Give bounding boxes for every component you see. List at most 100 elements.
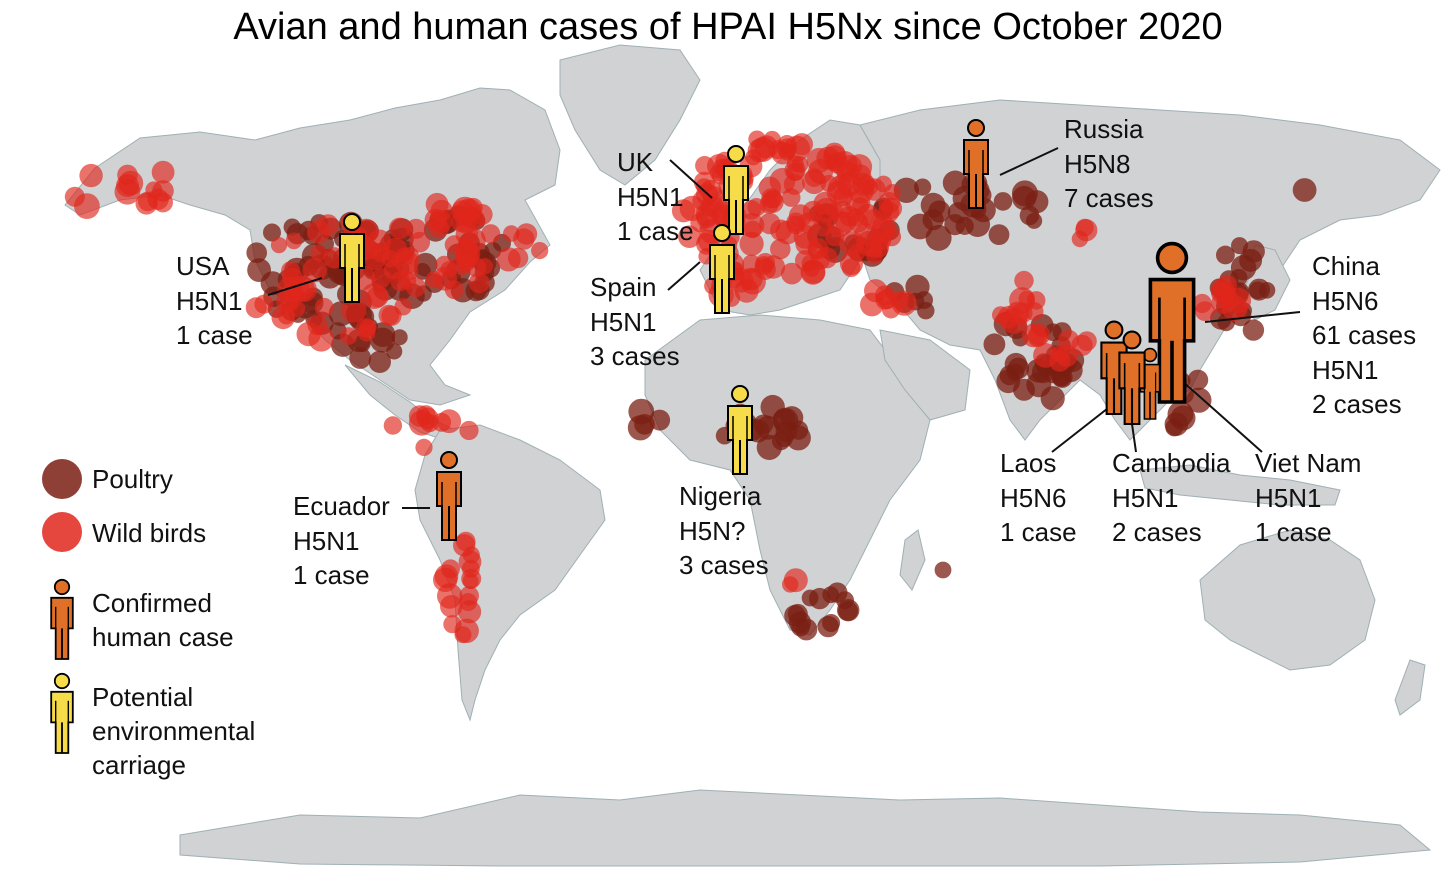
- china-country: China: [1312, 251, 1380, 281]
- wild-bird-outbreak-marker: [761, 188, 782, 209]
- cambodia-person-icon: [1118, 330, 1146, 426]
- wild-bird-outbreak-marker: [64, 186, 85, 207]
- poultry-outbreak-marker: [1187, 369, 1209, 391]
- poultry-outbreak-marker: [368, 350, 391, 373]
- laos-case-label: Laos H5N6 1 case: [1000, 446, 1077, 550]
- poultry-outbreak-marker: [1216, 245, 1235, 265]
- wild-bird-outbreak-marker: [296, 321, 321, 347]
- wild-bird-outbreak-marker: [839, 231, 865, 257]
- poultry-outbreak-marker: [1248, 278, 1271, 301]
- wild-bird-outbreak-marker: [459, 586, 480, 606]
- china-cases: 61 cases: [1312, 320, 1417, 350]
- wild-bird-outbreak-marker: [291, 277, 317, 302]
- wild-bird-outbreak-marker: [875, 290, 895, 310]
- cambodia-cases: 2 cases: [1112, 517, 1202, 547]
- wild-bird-outbreak-marker: [679, 195, 706, 222]
- wild-bird-outbreak-marker: [797, 212, 819, 234]
- poultry-outbreak-marker: [1242, 319, 1265, 341]
- legend-potential: Potential environmental carriage: [92, 680, 255, 782]
- poultry-outbreak-marker: [914, 178, 932, 196]
- wild-bird-outbreak-marker: [425, 192, 449, 216]
- wild-bird-outbreak-marker: [872, 230, 892, 250]
- wild-bird-outbreak-marker: [891, 290, 917, 316]
- greenland-landmass: [559, 44, 701, 186]
- wild-bird-outbreak-marker: [394, 298, 412, 316]
- wild-bird-outbreak-marker: [739, 231, 764, 256]
- poultry-outbreak-marker: [928, 200, 951, 223]
- spain-leader-line: [667, 261, 701, 291]
- map-title: Avian and human cases of HPAI H5Nx since…: [233, 6, 1223, 48]
- arabia-landmass: [879, 329, 971, 421]
- poultry-outbreak-marker: [836, 591, 854, 610]
- poultry-outbreak-marker: [988, 224, 1010, 246]
- wild-bird-outbreak-marker: [432, 412, 452, 432]
- poultry-outbreak-marker: [1230, 255, 1257, 281]
- wild-bird-outbreak-marker: [405, 277, 426, 298]
- wild-bird-outbreak-marker: [437, 583, 463, 609]
- uk-person-icon: [723, 145, 749, 235]
- russia-cases: 7 cases: [1064, 183, 1154, 213]
- laos-leader-line: [1051, 404, 1113, 453]
- wild-bird-outbreak-marker: [1071, 230, 1089, 248]
- ecuador-case-label: Ecuador H5N1 1 case: [293, 489, 390, 593]
- wild-bird-outbreak-marker: [531, 242, 549, 260]
- madagascar-landmass: [899, 529, 926, 591]
- wild-bird-outbreak-marker: [428, 217, 450, 239]
- russia-case-label: Russia H5N8 7 cases: [1064, 112, 1154, 216]
- indonesia-landmass: [1139, 464, 1341, 506]
- uk-leader-line: [669, 159, 713, 199]
- poultry-outbreak-marker: [1006, 363, 1025, 382]
- vietnam-cases: 1 case: [1255, 517, 1332, 547]
- spain-subtype: H5N1: [590, 306, 657, 337]
- legend-poultry-swatch: [42, 459, 82, 499]
- legend-confirmed-person-icon: [50, 578, 74, 660]
- poultry-outbreak-marker: [1292, 178, 1317, 202]
- usa-leader-line: [267, 277, 323, 296]
- wild-bird-outbreak-marker: [405, 218, 427, 239]
- wild-bird-outbreak-marker: [803, 260, 820, 277]
- china-cases-2: 2 cases: [1312, 389, 1402, 419]
- wild-bird-outbreak-marker: [340, 296, 367, 323]
- poultry-outbreak-marker: [993, 192, 1013, 211]
- wild-bird-outbreak-marker: [79, 163, 103, 188]
- wild-bird-outbreak-marker: [461, 559, 480, 578]
- ecuador-person-icon: [436, 451, 462, 541]
- poultry-outbreak-marker: [772, 407, 799, 434]
- wild-bird-outbreak-marker: [496, 247, 521, 272]
- laos-subtype: H5N6: [1000, 482, 1067, 513]
- nigeria-subtype: H5N?: [679, 515, 746, 546]
- wild-bird-outbreak-marker: [761, 255, 786, 279]
- wild-bird-outbreak-marker: [835, 211, 857, 233]
- poultry-outbreak-marker: [907, 213, 933, 240]
- wild-bird-outbreak-marker: [285, 232, 303, 250]
- wild-bird-outbreak-marker: [383, 260, 403, 280]
- wild-bird-outbreak-marker: [455, 223, 478, 246]
- poultry-outbreak-marker: [1231, 237, 1248, 255]
- wild-bird-outbreak-marker: [875, 175, 892, 193]
- poultry-outbreak-marker: [263, 223, 281, 242]
- poultry-outbreak-marker: [917, 302, 935, 320]
- wild-bird-outbreak-marker: [359, 319, 377, 337]
- nigeria-person-icon: [727, 385, 753, 475]
- wild-bird-outbreak-marker: [759, 212, 781, 235]
- wild-bird-outbreak-marker: [481, 224, 501, 244]
- poultry-outbreak-marker: [983, 333, 1006, 356]
- wild-bird-outbreak-marker: [302, 257, 327, 283]
- ecuador-cases: 1 case: [293, 560, 370, 590]
- wild-bird-outbreak-marker: [1211, 282, 1232, 303]
- wild-bird-outbreak-marker: [278, 307, 295, 325]
- wild-bird-outbreak-marker: [310, 244, 328, 262]
- nigeria-cases: 3 cases: [679, 550, 769, 580]
- uk-cases: 1 case: [617, 216, 694, 246]
- wild-bird-outbreak-marker: [453, 534, 476, 557]
- wild-bird-outbreak-marker: [1071, 334, 1093, 357]
- cambodia-country: Cambodia: [1112, 448, 1231, 478]
- legend-potential-person-figure: [50, 672, 74, 754]
- wild-bird-outbreak-marker: [459, 420, 479, 441]
- cambodia-subtype: H5N1: [1112, 482, 1179, 513]
- russia-country: Russia: [1064, 114, 1144, 144]
- spain-case-label: Spain H5N1 3 cases: [590, 270, 680, 374]
- poultry-outbreak-marker: [1040, 386, 1065, 411]
- usa-subtype: H5N1: [176, 285, 243, 316]
- wild-bird-outbreak-marker: [699, 179, 722, 202]
